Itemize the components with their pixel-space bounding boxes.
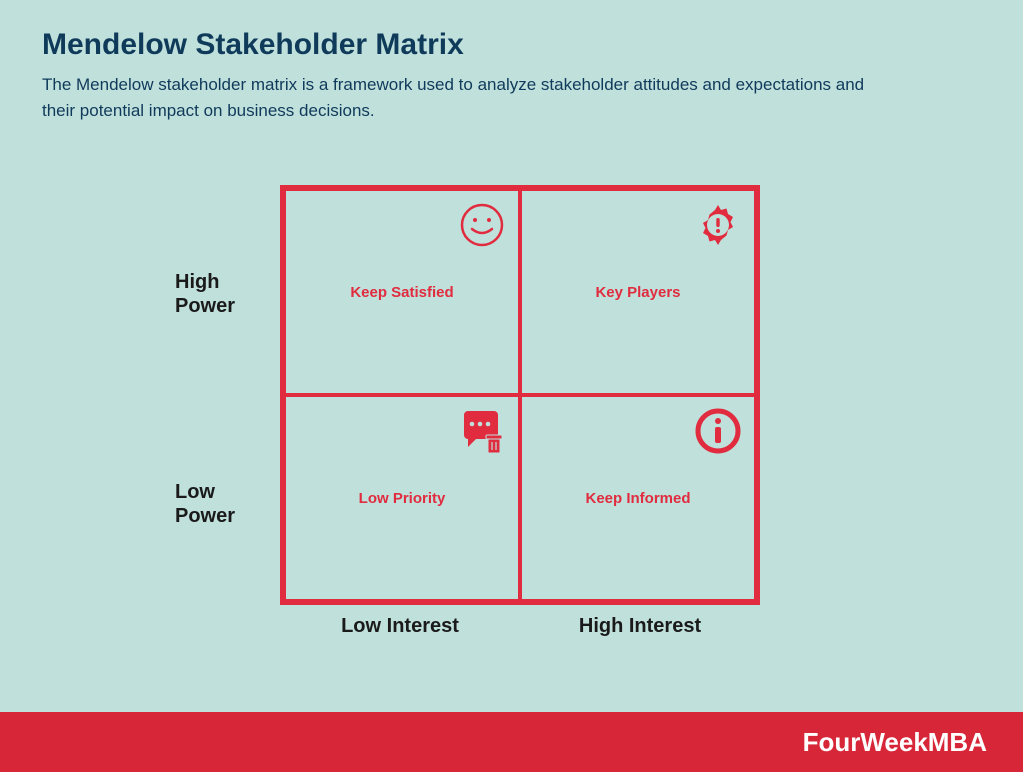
quadrant-label: Key Players (595, 284, 680, 301)
row-label-low-power: Low Power (175, 480, 255, 528)
matrix-container: High Power Low Power Keep Satisfied (280, 185, 760, 605)
trash-chat-icon (458, 407, 506, 455)
quadrant-keep-informed: Keep Informed (520, 395, 756, 601)
gear-alert-icon (694, 201, 742, 249)
footer-bar: FourWeekMBA (0, 712, 1023, 772)
smile-icon (458, 201, 506, 249)
column-labels: Low Interest High Interest (280, 615, 760, 638)
quadrant-label: Keep Informed (585, 490, 690, 507)
quadrant-label: Keep Satisfied (350, 284, 453, 301)
col-label-high-interest: High Interest (520, 615, 760, 638)
infographic-canvas: Mendelow Stakeholder Matrix The Mendelow… (0, 0, 1023, 772)
footer-brand: FourWeekMBA (803, 727, 987, 758)
quadrant-key-players: Key Players (520, 189, 756, 395)
page-title: Mendelow Stakeholder Matrix (42, 28, 981, 62)
quadrant-keep-satisfied: Keep Satisfied (284, 189, 520, 395)
col-label-low-interest: Low Interest (280, 615, 520, 638)
info-icon (694, 407, 742, 455)
page-subtitle: The Mendelow stakeholder matrix is a fra… (42, 72, 882, 123)
quadrant-label: Low Priority (359, 490, 446, 507)
matrix-grid: Keep Satisfied Key Players (280, 185, 760, 605)
header-block: Mendelow Stakeholder Matrix The Mendelow… (42, 28, 981, 123)
quadrant-low-priority: Low Priority (284, 395, 520, 601)
row-label-high-power: High Power (175, 270, 255, 318)
